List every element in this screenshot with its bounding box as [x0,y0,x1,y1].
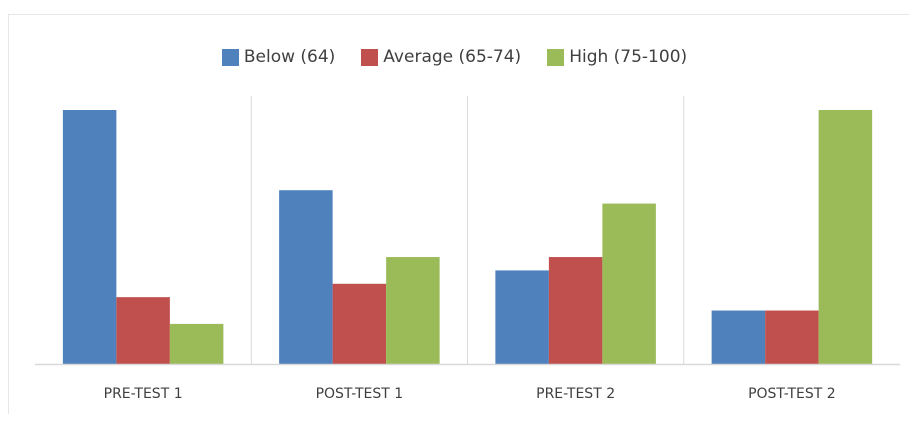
legend-swatch-high [547,48,565,66]
legend-item-high: High (75-100) [547,47,687,67]
bar-high-75-100-post-test-2 [818,110,873,364]
x-tick-label-pre-test-2: PRE-TEST 2 [536,386,615,402]
bar-average-65-74-post-test-2 [765,310,819,364]
legend-item-below: Below (64) [221,47,336,67]
bar-high-75-100-post-test-1 [386,257,440,364]
bar-average-65-74-pre-test-2 [548,257,603,364]
bar-below-64-post-test-2 [711,310,766,364]
bar-below-64-post-test-1 [279,190,333,364]
bar-average-65-74-post-test-1 [332,283,387,364]
legend-label-average: Average (65-74) [383,47,522,67]
chart-frame [8,14,909,414]
x-tick-label-pre-test-1: PRE-TEST 1 [104,386,183,402]
legend-item-average: Average (65-74) [361,47,521,67]
bar-below-64-pre-test-2 [495,270,549,364]
bar-high-75-100-pre-test-1 [169,323,224,364]
x-tick-label-post-test-1: POST-TEST 1 [316,386,404,402]
x-tick-label-post-test-2: POST-TEST 2 [748,386,836,402]
legend-label-below: Below (64) [243,47,336,67]
bar-high-75-100-pre-test-2 [602,203,656,364]
legend-swatch-average [361,48,379,66]
legend-swatch-below [221,48,239,66]
bar-below-64-pre-test-1 [62,110,117,364]
legend-label-high: High (75-100) [569,47,688,67]
legend: Below (64) Average (65-74) High (75-100) [0,44,909,70]
bar-average-65-74-pre-test-1 [116,297,170,364]
